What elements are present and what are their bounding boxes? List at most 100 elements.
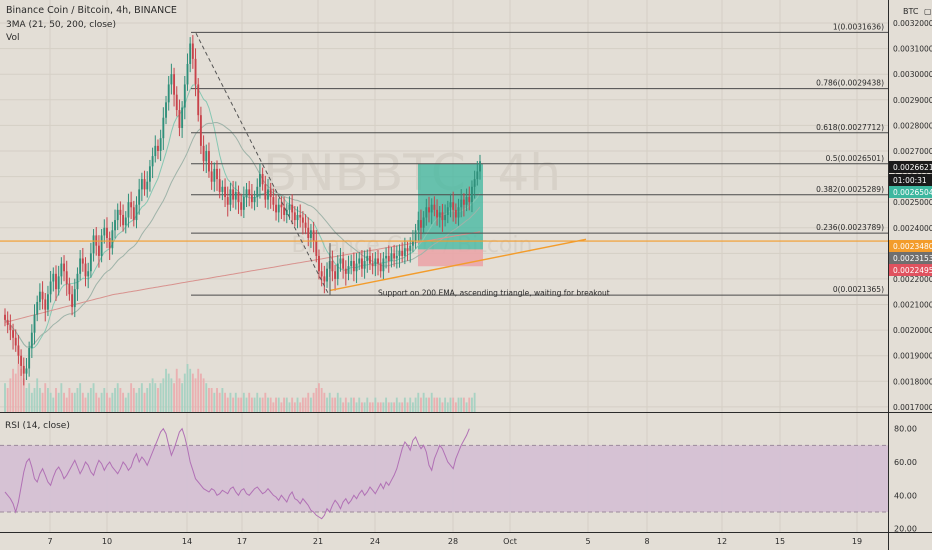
price-label-tag <box>889 240 932 252</box>
volume-bar <box>146 388 149 412</box>
candle-body <box>197 84 200 116</box>
candle-body <box>84 263 87 277</box>
volume-bar <box>205 383 208 412</box>
candle-body <box>460 199 463 208</box>
volume-bar <box>81 392 84 412</box>
volume-bar <box>124 397 127 412</box>
candle-body <box>68 284 71 295</box>
candle-body <box>12 330 14 338</box>
candle-body <box>304 222 307 228</box>
candle-body <box>285 209 288 215</box>
candle-body <box>350 261 353 267</box>
volume-bar <box>304 397 307 412</box>
volume-bar <box>197 368 200 412</box>
volume-bar <box>63 392 65 412</box>
volume-bar <box>76 388 79 412</box>
volume-bar <box>366 397 369 412</box>
volume-bar <box>261 397 264 412</box>
volume-bar <box>108 397 111 412</box>
time-tick-label: 17 <box>237 537 247 546</box>
candle-body <box>277 204 280 213</box>
rsi-label[interactable]: RSI (14, close) <box>5 421 70 431</box>
trend-drawings[interactable]: Support on 200 EMA, ascending triangle, … <box>0 33 888 297</box>
volume-bar <box>114 388 116 412</box>
volume-bar <box>221 388 224 412</box>
volume-bar <box>68 388 71 412</box>
volume-bar <box>253 397 256 412</box>
candle-body <box>100 235 103 256</box>
symbol-title[interactable]: Binance Coin / Bitcoin, 4h, BINANCE <box>6 5 177 16</box>
candle-body <box>52 273 55 282</box>
volume-bar <box>280 402 283 412</box>
volume-bar <box>100 392 103 412</box>
candle-body <box>248 189 251 195</box>
volume-bar <box>371 402 374 412</box>
volume-bar <box>234 392 237 412</box>
volume-bar <box>103 388 106 412</box>
price-axis[interactable]: 0.0017000 0.0018000 0.0019000 0.0020000 0.00… <box>47 19 932 546</box>
candle-body <box>272 197 275 205</box>
ma-indicator-label[interactable]: 3MA (21, 50, 200, close) <box>6 20 116 30</box>
ma-50-line <box>4 121 481 348</box>
candle-body <box>218 179 221 192</box>
volume-bar <box>49 392 52 412</box>
volume-bar <box>181 383 184 412</box>
candle-body <box>320 271 323 277</box>
candle-body <box>293 212 296 221</box>
volume-bar <box>363 402 366 412</box>
volume-label[interactable]: Vol <box>6 33 19 43</box>
ema-200-line <box>4 231 481 323</box>
candle-body <box>234 191 237 200</box>
volume-bar <box>334 397 337 412</box>
candle-body <box>124 217 127 226</box>
candle-body <box>342 258 345 269</box>
price-tick-label: 0.0027000 <box>893 147 932 156</box>
candle-body <box>309 230 312 238</box>
volume-bar <box>122 392 125 412</box>
candle-body <box>148 166 151 182</box>
time-tick-label: Oct <box>503 537 517 546</box>
volume-bar <box>285 397 288 412</box>
price-label-text: 01:00:31 <box>893 176 927 185</box>
volume-bar <box>175 368 178 412</box>
candle-body <box>73 289 76 308</box>
candle-body <box>138 189 141 205</box>
volume-bar <box>116 383 119 412</box>
candle-body <box>242 197 245 210</box>
price-tick-label: 0.0032000 <box>893 19 932 28</box>
volume-bar <box>250 397 253 412</box>
volume-bar <box>194 378 197 412</box>
candle-body <box>213 168 216 182</box>
candle-body <box>269 189 272 198</box>
candle-body <box>296 214 299 221</box>
candle-body <box>454 209 457 218</box>
candle-body <box>60 263 63 277</box>
candle-body <box>9 324 12 331</box>
volume-bar <box>318 383 320 412</box>
fib-retracement[interactable]: 1(0.0031636) 0.786(0.0029438) 0.618(0.0027… <box>191 22 888 296</box>
rsi-line <box>4 427 470 520</box>
candle-body <box>178 110 181 128</box>
candle-body <box>438 212 441 218</box>
position-stop-zone <box>418 249 483 267</box>
candle-body <box>20 355 23 366</box>
volume-bar <box>296 397 299 412</box>
volume-bar <box>264 392 267 412</box>
candle-body <box>143 179 146 190</box>
price-tick-label: 0.0022000 <box>893 275 932 284</box>
candle-body <box>17 345 20 356</box>
volume-bar <box>248 392 251 412</box>
volume-bar <box>213 392 216 412</box>
volume-bar <box>210 388 213 412</box>
volume-bar <box>462 397 465 412</box>
currency-menu-icon[interactable]: ▢ <box>924 7 932 16</box>
volume-bar <box>323 392 326 412</box>
volume-bar <box>41 392 44 412</box>
candle-body <box>151 156 154 167</box>
time-tick-label: 19 <box>852 537 862 546</box>
candle-body <box>449 202 452 208</box>
price-tick-label: 0.0029000 <box>893 96 932 105</box>
candle-body <box>347 266 350 274</box>
volume-bar <box>398 402 401 412</box>
